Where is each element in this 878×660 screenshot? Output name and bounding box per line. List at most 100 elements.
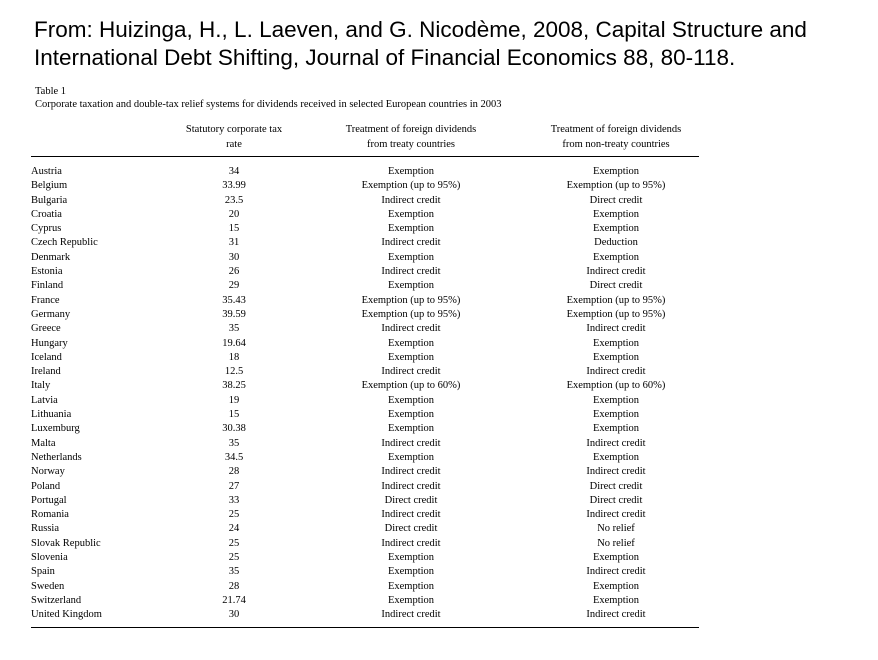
table-row: Spain 35 Exemption Indirect credit — [31, 565, 699, 579]
treaty-treatment-cell: Exemption — [387, 208, 435, 220]
country-cell: Germany — [31, 308, 71, 320]
country-cell: Malta — [31, 437, 56, 449]
treaty-treatment-cell: Exemption — [387, 351, 435, 363]
country-cell: Netherlands — [31, 451, 82, 463]
country-cell: Portugal — [31, 494, 67, 506]
tax-rate-cell: 24 — [228, 523, 240, 535]
tax-rate-cell: 18 — [228, 351, 240, 363]
tax-rate-cell: 25 — [228, 537, 240, 549]
table-row: Cyprus 15 Exemption Exemption — [31, 222, 699, 236]
tax-rate-cell: 29 — [228, 280, 240, 292]
table-row: Russia 24 Direct credit No relief — [31, 522, 699, 536]
tax-rate-cell: 21.74 — [222, 594, 246, 606]
country-cell: Latvia — [31, 394, 58, 406]
citation-line-1: From: Huizinga, H., L. Laeven, and G. Ni… — [34, 17, 807, 42]
header-non-treaty-line-1: Treatment of foreign dividends — [550, 124, 682, 135]
citation-line-2: International Debt Shifting, Journal of … — [34, 45, 736, 70]
dividend-tax-table: Table 1 Corporate taxation and double-ta… — [31, 85, 699, 628]
treaty-treatment-cell: Exemption — [387, 394, 435, 406]
table-row: Belgium 33.99 Exemption (up to 95%) Exempti… — [31, 179, 699, 193]
header-treaty: Treatment of foreign dividends from trea… — [321, 122, 501, 152]
table-row: Poland 27 Indirect credit Direct credit — [31, 480, 699, 494]
country-cell: Slovenia — [31, 552, 68, 564]
country-cell: United Kingdom — [31, 609, 102, 621]
country-cell: Italy — [31, 380, 51, 392]
table-row: United Kingdom 30 Indirect credit Indirect … — [31, 608, 699, 622]
non-treaty-treatment-cell: Exemption (up to 95%) — [566, 308, 666, 320]
tax-rate-cell: 20 — [228, 208, 240, 220]
treaty-treatment-cell: Exemption — [387, 280, 435, 292]
country-cell: Russia — [31, 523, 60, 535]
table-row: Austria 34 Exemption Exemption — [31, 165, 699, 179]
tax-rate-cell: 35.43 — [222, 294, 246, 306]
table-row: Denmark 30 Exemption Exemption — [31, 251, 699, 265]
country-cell: Croatia — [31, 208, 62, 220]
treaty-treatment-cell: Exemption — [387, 451, 435, 463]
tax-rate-cell: 15 — [228, 409, 240, 421]
treaty-treatment-cell: Indirect credit — [381, 509, 441, 521]
header-non-treaty-line-2: from non-treaty countries — [562, 139, 670, 150]
treaty-treatment-cell: Exemption — [387, 409, 435, 421]
treaty-treatment-cell: Indirect credit — [381, 480, 441, 492]
tax-rate-cell: 33 — [228, 494, 240, 506]
treaty-treatment-cell: Direct credit — [384, 523, 438, 535]
table-row: Sweden 28 Exemption Exemption — [31, 580, 699, 594]
tax-rate-cell: 35 — [228, 323, 240, 335]
treaty-treatment-cell: Exemption (up to 95%) — [361, 308, 461, 320]
country-cell: Bulgaria — [31, 194, 68, 206]
treaty-treatment-cell: Exemption (up to 95%) — [361, 294, 461, 306]
tax-rate-cell: 34 — [228, 166, 240, 177]
country-cell: Iceland — [31, 351, 62, 363]
table-row: Iceland 18 Exemption Exemption — [31, 351, 699, 365]
country-cell: Switzerland — [31, 594, 82, 606]
treaty-treatment-cell: Exemption — [387, 423, 435, 435]
tax-rate-cell: 30 — [228, 609, 240, 621]
country-cell: Romania — [31, 509, 69, 521]
non-treaty-treatment-cell: Exemption — [592, 394, 640, 406]
table-label: Table 1 — [35, 86, 67, 97]
tax-rate-cell: 28 — [228, 580, 240, 592]
source-citation: From: Huizinga, H., L. Laeven, and G. Ni… — [34, 16, 874, 72]
non-treaty-treatment-cell: Indirect credit — [586, 366, 646, 378]
tax-rate-cell: 28 — [228, 466, 240, 478]
tax-rate-cell: 19.64 — [222, 337, 246, 349]
non-treaty-treatment-cell: Indirect credit — [586, 266, 646, 278]
non-treaty-treatment-cell: Exemption — [592, 251, 640, 263]
treaty-treatment-cell: Exemption — [387, 594, 435, 606]
non-treaty-treatment-cell: Indirect credit — [586, 437, 646, 449]
treaty-treatment-cell: Exemption (up to 95%) — [361, 180, 461, 192]
non-treaty-treatment-cell: Exemption (up to 95%) — [566, 180, 666, 192]
country-cell: Spain — [31, 566, 55, 578]
country-cell: Austria — [31, 166, 62, 177]
treaty-treatment-cell: Indirect credit — [381, 537, 441, 549]
non-treaty-treatment-cell: Direct credit — [589, 280, 643, 292]
header-tax-rate: Statutory corporate tax rate — [171, 122, 297, 152]
non-treaty-treatment-cell: No relief — [597, 537, 635, 549]
tax-rate-cell: 12.5 — [224, 366, 244, 378]
tax-rate-cell: 39.59 — [222, 308, 246, 320]
table-header: Statutory corporate tax rate Treatment o… — [31, 122, 699, 157]
country-cell: Slovak Republic — [31, 537, 101, 549]
treaty-treatment-cell: Exemption — [387, 566, 435, 578]
table-row: Croatia 20 Exemption Exemption — [31, 208, 699, 222]
non-treaty-treatment-cell: Direct credit — [589, 494, 643, 506]
treaty-treatment-cell: Exemption — [387, 166, 435, 177]
non-treaty-treatment-cell: Exemption — [592, 580, 640, 592]
table-row: Switzerland 21.74 Exemption Exemption — [31, 594, 699, 608]
table-row: Norway 28 Indirect credit Indirect credit — [31, 465, 699, 479]
tax-rate-cell: 25 — [228, 509, 240, 521]
non-treaty-treatment-cell: Exemption — [592, 409, 640, 421]
table-row: Slovenia 25 Exemption Exemption — [31, 551, 699, 565]
non-treaty-treatment-cell: Exemption (up to 60%) — [566, 380, 666, 392]
treaty-treatment-cell: Indirect credit — [381, 266, 441, 278]
table-row: Ireland 12.5 Indirect credit Indirect credi… — [31, 365, 699, 379]
treaty-treatment-cell: Exemption — [387, 251, 435, 263]
treaty-treatment-cell: Indirect credit — [381, 466, 441, 478]
treaty-treatment-cell: Indirect credit — [381, 323, 441, 335]
table-row: Portugal 33 Direct credit Direct credit — [31, 494, 699, 508]
country-cell: France — [31, 294, 60, 306]
table-row: Czech Republic 31 Indirect credit Deduction — [31, 236, 699, 250]
table-row: Hungary 19.64 Exemption Exemption — [31, 337, 699, 351]
table-row: France 35.43 Exemption (up to 95%) Exemptio… — [31, 294, 699, 308]
table-row: Latvia 19 Exemption Exemption — [31, 394, 699, 408]
